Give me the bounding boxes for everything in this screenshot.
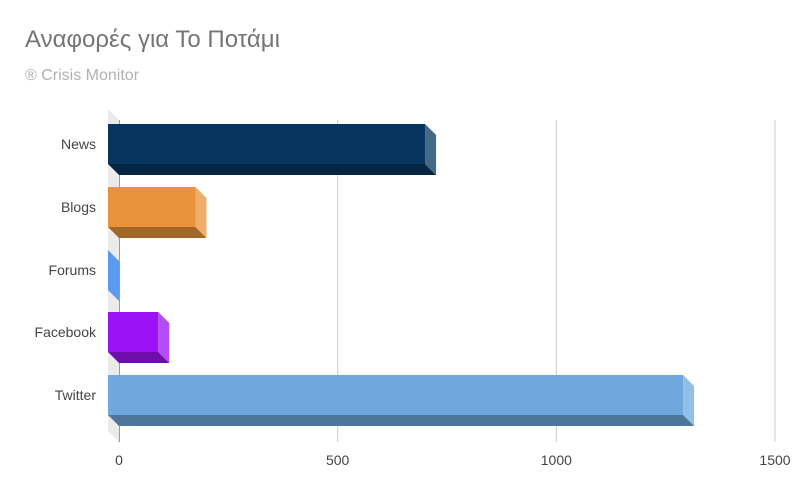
bar-front-face xyxy=(108,375,684,415)
bar-front-face xyxy=(108,187,196,227)
bar-end-face xyxy=(683,375,695,426)
x-tick-label: 1000 xyxy=(541,452,572,468)
bars xyxy=(108,124,695,426)
bar-end-face xyxy=(195,187,207,238)
bar-end-face xyxy=(425,124,437,175)
category-label: Forums xyxy=(49,262,96,278)
bar-bottom-face xyxy=(108,164,437,175)
x-tick-label: 0 xyxy=(115,452,123,468)
bar-end-face xyxy=(158,312,170,363)
x-tick-label: 500 xyxy=(326,452,350,468)
chart-title: Αναφορές για Το Ποτάμι xyxy=(25,26,280,53)
bar-news xyxy=(108,124,437,175)
bar-facebook xyxy=(108,312,170,363)
bar-front-face xyxy=(108,124,426,164)
bar-end-face xyxy=(108,250,119,301)
bar-bottom-face xyxy=(108,227,207,238)
category-label: News xyxy=(61,136,96,152)
category-label: Twitter xyxy=(55,387,97,403)
bar-twitter xyxy=(108,375,695,426)
category-labels: News Blogs Forums Facebook Twitter xyxy=(35,136,97,403)
bar-bottom-face xyxy=(108,352,170,363)
x-tick-label: 1500 xyxy=(759,452,790,468)
chart-subtitle: ® Crisis Monitor xyxy=(25,67,140,84)
bar-forums xyxy=(108,250,119,301)
bar-front-face xyxy=(108,312,159,352)
axis-tick-labels: 0 500 1000 1500 xyxy=(115,452,791,468)
bar-blogs xyxy=(108,187,207,238)
bar-bottom-face xyxy=(108,415,695,426)
category-label: Facebook xyxy=(35,324,97,340)
category-label: Blogs xyxy=(61,199,96,215)
